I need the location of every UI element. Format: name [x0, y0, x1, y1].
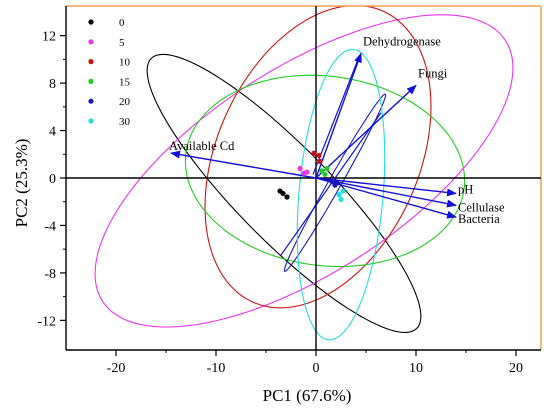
y-tick-label: 12 [42, 30, 56, 45]
legend-marker-10 [88, 59, 94, 65]
point-series-30 [340, 188, 346, 194]
legend-label-15: 15 [119, 76, 131, 88]
y-tick-label: -8 [44, 267, 56, 282]
point-series-20 [334, 180, 340, 186]
ellipse-20 [283, 93, 387, 272]
point-series-20 [329, 178, 335, 185]
y-axis-title: PC2 (25.3%) [12, 139, 31, 228]
point-series-5 [304, 169, 310, 175]
x-axis-title: PC1 (67.6%) [263, 386, 352, 405]
x-tick-label: -10 [207, 361, 226, 376]
vector-bacteria [315, 177, 457, 219]
vector-label-ph: pH [458, 182, 473, 196]
legend-marker-20 [88, 98, 94, 104]
point-series-5 [297, 165, 303, 172]
vector-label-cellulase: Cellulase [458, 200, 505, 214]
legend: 0 5 10 15 20 30 [88, 17, 131, 128]
vector-ph [315, 177, 457, 197]
legend-marker-15 [88, 78, 94, 84]
score-points [277, 150, 346, 202]
point-series-10 [316, 152, 322, 159]
tick-labels: -20 -10 0 10 20 -12 -8 -4 0 4 8 12 [37, 30, 523, 376]
vector-label-bacteria: Bacteria [458, 212, 500, 226]
vector-dehydrogenase [315, 52, 362, 179]
ellipse-0 [146, 53, 422, 333]
vector-label-dehydrogenase: Dehydrogenase [363, 34, 441, 48]
x-tick-label: 20 [509, 361, 523, 376]
point-series-0 [284, 194, 290, 200]
y-tick-label: 4 [49, 125, 56, 140]
legend-marker-5 [88, 39, 94, 45]
vector-fungi [315, 84, 417, 179]
legend-label-5: 5 [119, 37, 125, 49]
point-series-30 [336, 192, 342, 198]
legend-label-20: 20 [119, 96, 131, 108]
vector-label-available-cd: Available Cd [169, 139, 235, 153]
point-series-15 [319, 168, 325, 174]
axis-titles: PC1 (67.6%) PC2 (25.3%) [12, 139, 351, 405]
point-series-10 [311, 150, 317, 156]
ellipse-10 [204, 6, 432, 309]
ellipse-15 [184, 74, 466, 268]
legend-label-0: 0 [119, 17, 125, 29]
x-tick-label: 0 [313, 361, 320, 376]
legend-marker-0 [88, 19, 94, 25]
y-tick-label: -4 [44, 219, 56, 234]
axes [60, 5, 542, 356]
point-series-15 [324, 165, 330, 172]
x-tick-label: 10 [409, 361, 423, 376]
ellipse-30 [296, 48, 386, 341]
point-series-10 [317, 158, 323, 164]
y-tick-label: 8 [49, 77, 56, 92]
y-tick-label: -12 [37, 314, 56, 329]
point-series-30 [338, 196, 344, 202]
legend-label-10: 10 [119, 57, 131, 69]
legend-marker-30 [88, 118, 94, 124]
point-series-15 [322, 171, 328, 178]
legend-label-30: 30 [119, 116, 131, 128]
x-tick-label: -20 [107, 361, 126, 376]
y-tick-label: 0 [49, 172, 56, 187]
point-series-0 [280, 190, 286, 197]
vector-available-cd [170, 150, 317, 179]
vector-label-fungi: Fungi [418, 66, 448, 80]
